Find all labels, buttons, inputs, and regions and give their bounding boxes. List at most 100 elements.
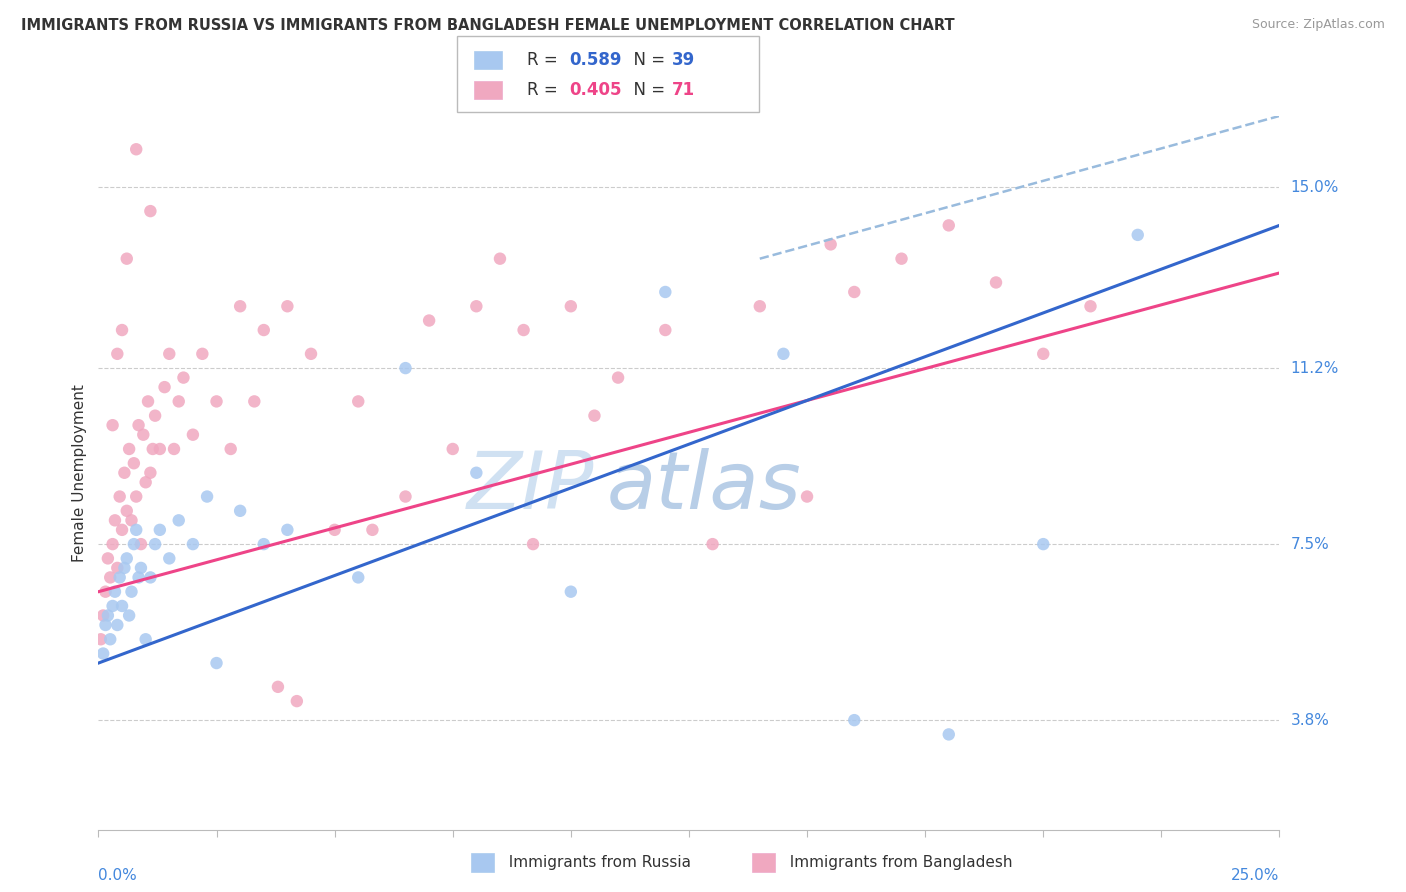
Point [121,584,143,599]
Point [142,442,165,456]
Point [97,551,120,566]
Point [347,570,370,584]
Point [97,608,120,623]
Point [772,347,794,361]
Point [111,523,134,537]
Point [938,219,960,233]
Point [118,608,141,623]
Point [125,490,148,504]
Point [702,537,724,551]
Point [105,561,128,575]
Point [347,394,370,409]
Text: 39: 39 [672,51,696,69]
Text: Immigrants from Bangladesh: Immigrants from Bangladesh [780,855,1012,870]
Point [654,285,676,299]
Y-axis label: Female Unemployment: Female Unemployment [72,384,87,562]
Point [91,647,114,661]
Text: 0.0%: 0.0% [98,869,138,883]
Point [361,523,384,537]
Point [91,608,114,623]
Point [512,323,534,337]
Point [181,537,204,551]
Point [132,427,155,442]
Text: 7.5%: 7.5% [1291,537,1329,551]
Point [285,694,308,708]
Point [101,537,124,551]
Text: atlas: atlas [606,448,801,526]
Point [276,299,298,313]
Point [607,370,630,384]
Point [125,523,148,537]
Point [181,427,204,442]
Point [125,142,148,156]
Point [94,618,117,632]
Point [98,570,121,584]
Point [129,537,152,551]
Point [108,490,131,504]
Text: 11.2%: 11.2% [1291,360,1339,376]
Point [167,394,190,409]
Point [299,347,322,361]
Point [560,299,582,313]
Point [135,475,157,490]
Point [1032,347,1054,361]
Point [143,409,166,423]
Point [111,599,134,613]
Point [104,584,127,599]
Point [195,490,218,504]
Point [101,599,124,613]
Point [90,632,112,647]
Point [122,537,145,551]
Point [418,313,440,327]
Point [128,418,150,433]
Point [94,584,117,599]
Point [115,504,138,518]
Point [101,418,124,433]
Point [118,442,141,456]
Point [441,442,464,456]
Point [844,713,866,727]
Text: N =: N = [623,51,671,69]
Text: IMMIGRANTS FROM RUSSIA VS IMMIGRANTS FROM BANGLADESH FEMALE UNEMPLOYMENT CORRELA: IMMIGRANTS FROM RUSSIA VS IMMIGRANTS FRO… [21,18,955,33]
Point [820,237,842,252]
Point [489,252,512,266]
Point [115,551,138,566]
Point [323,523,346,537]
Point [844,285,866,299]
Text: 15.0%: 15.0% [1291,180,1339,194]
Point [128,570,150,584]
Point [267,680,290,694]
Point [157,551,180,566]
Point [583,409,606,423]
Point [104,513,127,527]
Text: Source: ZipAtlas.com: Source: ZipAtlas.com [1251,18,1385,31]
Point [205,394,228,409]
Point [153,380,176,394]
Point [136,394,159,409]
Point [121,513,143,527]
Point [1080,299,1102,313]
Point [219,442,242,456]
Text: Immigrants from Russia: Immigrants from Russia [499,855,692,870]
Point [890,252,912,266]
Point [112,561,135,575]
Text: 0.405: 0.405 [569,81,621,99]
Point [205,656,228,670]
Point [112,466,135,480]
Text: R =: R = [527,51,564,69]
Point [465,466,488,480]
Point [139,204,162,219]
Point [135,632,157,647]
Point [522,537,544,551]
Point [229,504,252,518]
Text: 25.0%: 25.0% [1232,869,1279,883]
Point [253,537,276,551]
Point [394,490,416,504]
Point [172,370,194,384]
Point [253,323,276,337]
Point [167,513,190,527]
Point [938,727,960,741]
Point [276,523,298,537]
Point [122,456,145,470]
Point [143,537,166,551]
